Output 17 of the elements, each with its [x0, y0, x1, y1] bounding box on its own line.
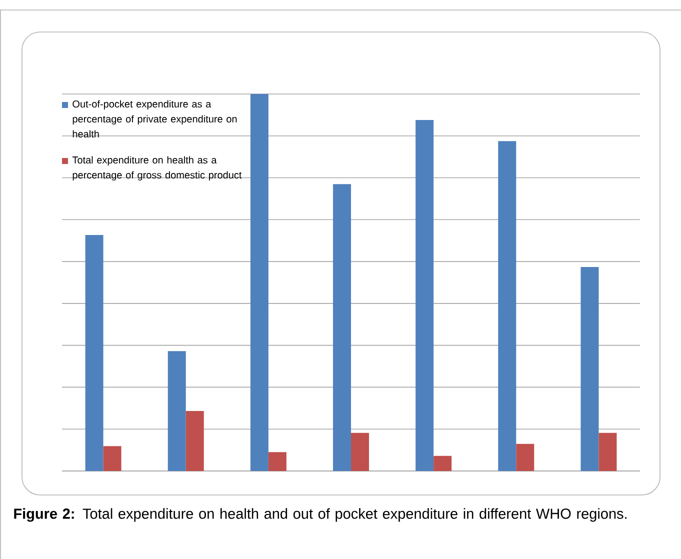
- bar: [498, 141, 516, 471]
- bar: [416, 120, 434, 471]
- bar: [268, 452, 286, 471]
- bar: [580, 267, 599, 471]
- bar: [250, 94, 268, 471]
- bar: [103, 446, 122, 471]
- bar: [85, 234, 104, 471]
- bar: [333, 184, 351, 471]
- bar: [516, 444, 534, 471]
- bar: [168, 351, 186, 471]
- bar: [598, 432, 617, 471]
- bar: [351, 432, 369, 471]
- bar: [434, 456, 452, 471]
- text: Figure 2: Total expenditure on health and out of pocket expenditure in different WHO regions.: [14, 508, 626, 522]
- legend-label: Total expenditure on health as a percentage of gross domestic product: [72, 156, 242, 181]
- bar: [186, 411, 204, 471]
- legend-label: Out-of-pocket expenditure as a percentage of private expenditure on health: [72, 100, 237, 138]
